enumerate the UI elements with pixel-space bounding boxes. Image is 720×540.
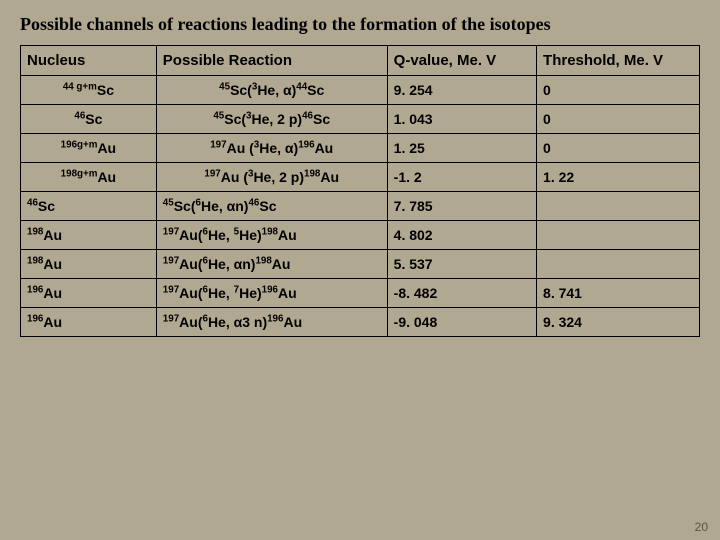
cell-nucleus: 196Au — [21, 308, 157, 337]
cell-qvalue: -1. 2 — [387, 163, 536, 192]
cell-threshold: 1. 22 — [537, 163, 700, 192]
table-row: 196Au197Au(6He, α3 n)196Au-9. 0489. 324 — [21, 308, 700, 337]
cell-threshold: 8. 741 — [537, 279, 700, 308]
col-threshold: Threshold, Me. V — [537, 46, 700, 76]
cell-threshold — [537, 192, 700, 221]
cell-nucleus: 46Sc — [21, 105, 157, 134]
cell-qvalue: 1. 043 — [387, 105, 536, 134]
table-row: 196Au197Au(6He, 7He)196Au-8. 4828. 741 — [21, 279, 700, 308]
cell-nucleus: 198Au — [21, 221, 157, 250]
cell-reaction: 197Au (3He, α)196Au — [156, 134, 387, 163]
cell-threshold — [537, 250, 700, 279]
col-qvalue: Q-value, Me. V — [387, 46, 536, 76]
cell-reaction: 197Au(6He, 5He)198Au — [156, 221, 387, 250]
cell-reaction: 45Sc(3He, 2 p)46Sc — [156, 105, 387, 134]
cell-qvalue: -8. 482 — [387, 279, 536, 308]
cell-nucleus: 198g+mAu — [21, 163, 157, 192]
page-number: 20 — [695, 520, 708, 534]
col-reaction: Possible Reaction — [156, 46, 387, 76]
cell-qvalue: 5. 537 — [387, 250, 536, 279]
table-row: 196g+mAu197Au (3He, α)196Au1. 250 — [21, 134, 700, 163]
cell-threshold: 9. 324 — [537, 308, 700, 337]
table-row: 46Sc45Sc(6He, αn)46Sc7. 785 — [21, 192, 700, 221]
cell-qvalue: -9. 048 — [387, 308, 536, 337]
page-title: Possible channels of reactions leading t… — [20, 14, 700, 35]
cell-qvalue: 7. 785 — [387, 192, 536, 221]
cell-reaction: 197Au(6He, 7He)196Au — [156, 279, 387, 308]
reactions-table: Nucleus Possible Reaction Q-value, Me. V… — [20, 45, 700, 337]
cell-qvalue: 4. 802 — [387, 221, 536, 250]
table-row: 46Sc45Sc(3He, 2 p)46Sc1. 0430 — [21, 105, 700, 134]
table-row: 198Au197Au(6He, 5He)198Au4. 802 — [21, 221, 700, 250]
cell-reaction: 197Au(6He, α3 n)196Au — [156, 308, 387, 337]
cell-reaction: 197Au (3He, 2 p)198Au — [156, 163, 387, 192]
cell-nucleus: 196Au — [21, 279, 157, 308]
cell-threshold: 0 — [537, 134, 700, 163]
cell-nucleus: 196g+mAu — [21, 134, 157, 163]
table-row: 198g+mAu197Au (3He, 2 p)198Au-1. 21. 22 — [21, 163, 700, 192]
cell-nucleus: 198Au — [21, 250, 157, 279]
cell-threshold — [537, 221, 700, 250]
table-row: 44 g+mSc45Sc(3He, α)44Sc9. 2540 — [21, 76, 700, 105]
cell-qvalue: 9. 254 — [387, 76, 536, 105]
cell-reaction: 197Au(6He, αn)198Au — [156, 250, 387, 279]
cell-threshold: 0 — [537, 105, 700, 134]
cell-qvalue: 1. 25 — [387, 134, 536, 163]
cell-reaction: 45Sc(3He, α)44Sc — [156, 76, 387, 105]
table-header-row: Nucleus Possible Reaction Q-value, Me. V… — [21, 46, 700, 76]
cell-threshold: 0 — [537, 76, 700, 105]
cell-nucleus: 46Sc — [21, 192, 157, 221]
cell-nucleus: 44 g+mSc — [21, 76, 157, 105]
table-row: 198Au197Au(6He, αn)198Au5. 537 — [21, 250, 700, 279]
cell-reaction: 45Sc(6He, αn)46Sc — [156, 192, 387, 221]
col-nucleus: Nucleus — [21, 46, 157, 76]
